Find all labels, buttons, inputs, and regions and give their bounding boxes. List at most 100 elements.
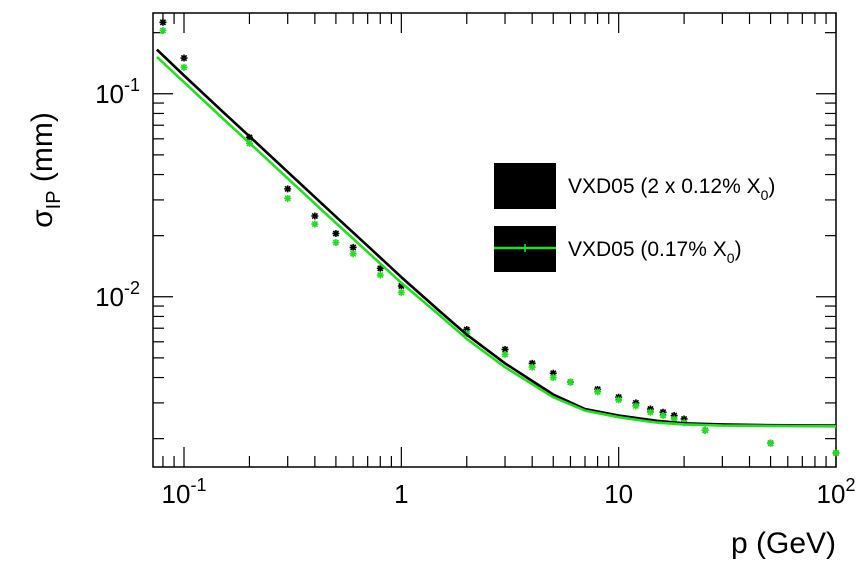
plot-area — [156, 18, 840, 457]
data-point-marker — [615, 396, 623, 404]
legend-label-close: ) — [768, 175, 775, 198]
data-point — [284, 194, 292, 202]
legend-label-subscript: 0 — [727, 250, 735, 266]
data-point — [528, 359, 536, 367]
data-point — [615, 396, 623, 404]
plot-frame — [152, 12, 837, 468]
data-point — [180, 54, 188, 62]
data-point-marker — [284, 185, 292, 193]
data-point — [311, 212, 319, 220]
data-point-marker — [332, 229, 340, 237]
data-point-marker — [463, 325, 471, 333]
data-point — [528, 363, 536, 371]
y-tick-label: 10-2 — [95, 278, 140, 312]
plot-border — [152, 12, 837, 468]
data-point-marker — [376, 271, 384, 279]
data-point — [376, 271, 384, 279]
x-tick-base: 10 — [162, 479, 191, 509]
data-point-marker — [566, 378, 574, 386]
data-point-marker — [632, 402, 640, 410]
data-point-marker — [284, 194, 292, 202]
y-tick-exponent: -1 — [124, 75, 140, 95]
x-tick-label: 102 — [817, 475, 856, 509]
data-point-marker — [659, 412, 667, 420]
data-point-marker — [767, 439, 775, 447]
data-point-marker — [501, 345, 509, 353]
legend-label-text: VXD05 (2 x 0.12% X — [568, 175, 761, 198]
y-axis-unit: (mm) — [26, 112, 59, 190]
y-tick-base: 10 — [95, 79, 124, 109]
data-point — [549, 374, 557, 382]
data-point — [349, 250, 357, 258]
data-point-marker — [159, 18, 167, 26]
data-point-marker — [594, 388, 602, 396]
data-point — [659, 412, 667, 420]
data-point-marker — [332, 239, 340, 247]
data-point-marker — [501, 350, 509, 358]
data-point — [832, 449, 840, 457]
data-point — [767, 439, 775, 447]
x-axis: 10-1 1 10 102 — [162, 13, 856, 509]
data-point — [566, 378, 574, 386]
data-point-marker — [528, 363, 536, 371]
data-point — [159, 18, 167, 26]
data-point — [549, 369, 557, 377]
x-tick-exponent: 2 — [845, 475, 855, 495]
data-point-marker — [549, 369, 557, 377]
y-tick-base: 10 — [95, 282, 124, 312]
data-point — [463, 325, 471, 333]
x-tick-label: 10-1 — [162, 475, 207, 509]
data-point — [701, 426, 709, 434]
data-point-marker — [180, 54, 188, 62]
data-point — [376, 264, 384, 272]
x-axis-title: p (GeV) — [731, 527, 836, 560]
data-point — [397, 288, 405, 296]
data-point — [594, 388, 602, 396]
data-point — [332, 229, 340, 237]
data-point — [332, 239, 340, 247]
legend: VXD05 (2 x 0.12% X0)VXD05 (0.17% X0) — [494, 163, 775, 272]
y-axis-title: σIP (mm) — [26, 112, 65, 228]
data-point-marker — [180, 63, 188, 71]
x-tick-exponent: -1 — [190, 475, 206, 495]
data-point — [284, 185, 292, 193]
data-point — [501, 345, 509, 353]
data-point — [646, 408, 654, 416]
data-point-marker — [832, 449, 840, 457]
data-point-marker — [680, 415, 688, 423]
data-point-marker — [376, 264, 384, 272]
data-point-marker — [159, 26, 167, 34]
legend-label-2: VXD05 (0.17% X0) — [568, 238, 742, 266]
data-point-marker — [397, 288, 405, 296]
data-point-marker — [349, 250, 357, 258]
data-point — [159, 26, 167, 34]
series-line-2 — [156, 55, 837, 428]
data-point-marker — [701, 426, 709, 434]
x-tick-label: 10 — [604, 479, 633, 509]
x-tick-base: 10 — [817, 479, 846, 509]
legend-label-close: ) — [735, 238, 742, 261]
data-point — [680, 415, 688, 423]
y-tick-label: 10-1 — [95, 75, 140, 109]
data-point-marker — [646, 408, 654, 416]
data-point-marker — [397, 282, 405, 290]
x-tick-base: 10 — [604, 479, 633, 509]
y-axis: 10-110-2 — [95, 32, 836, 440]
legend-marker — [521, 244, 529, 252]
x-tick-label: 1 — [394, 479, 408, 509]
legend-swatch-1 — [494, 163, 556, 209]
data-point — [180, 63, 188, 71]
data-point — [632, 402, 640, 410]
data-point — [501, 350, 509, 358]
data-point-marker — [528, 359, 536, 367]
data-point-marker — [311, 212, 319, 220]
x-tick-base: 1 — [394, 479, 408, 509]
legend-label-subscript: 0 — [761, 187, 769, 203]
data-point — [670, 415, 678, 423]
data-point — [311, 220, 319, 228]
y-tick-exponent: -2 — [124, 278, 140, 298]
legend-label-1: VXD05 (2 x 0.12% X0) — [568, 175, 775, 203]
data-point — [349, 243, 357, 251]
